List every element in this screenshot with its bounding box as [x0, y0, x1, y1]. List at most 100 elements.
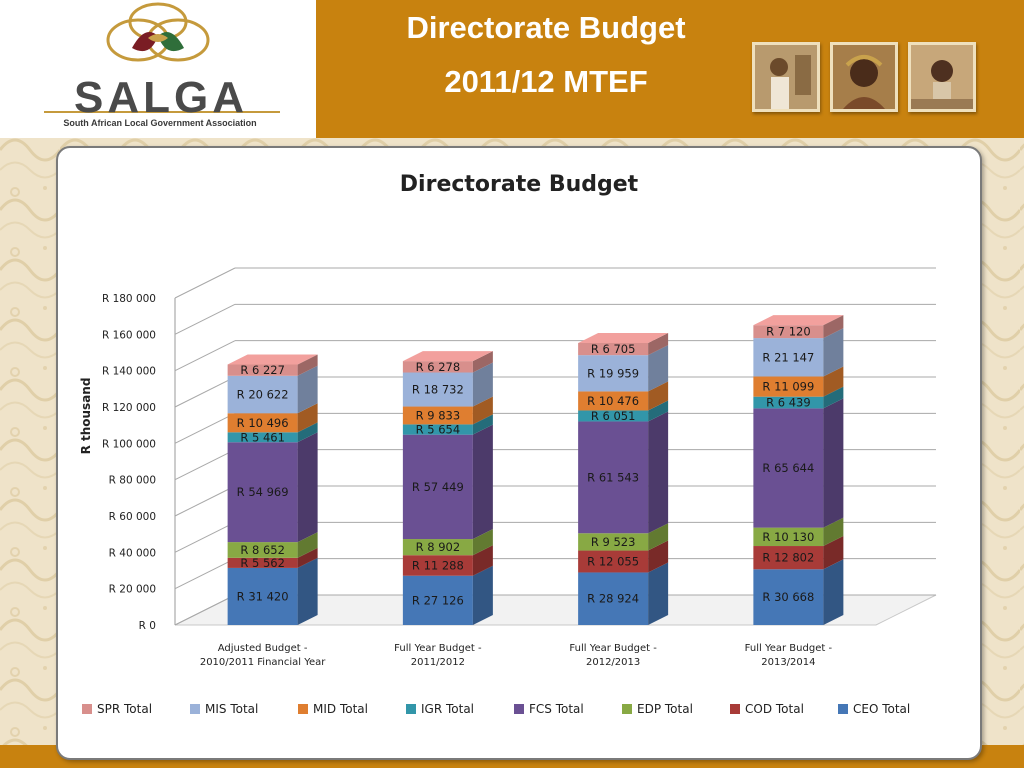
bar-segment [753, 569, 824, 625]
y-axis-label: R thousand [79, 378, 93, 455]
bar-segment-side [823, 398, 844, 528]
logo-subtitle: South African Local Government Associati… [63, 118, 257, 128]
legend-swatch [406, 704, 416, 714]
y-tick-label: R 120 000 [102, 402, 156, 414]
x-tick-label: Full Year Budget -2012/2013 [569, 643, 657, 668]
legend-label: EDP Total [637, 702, 693, 716]
gridline-diag [174, 594, 236, 626]
gridline-diag [174, 485, 236, 517]
title-banner: Directorate Budget 2011/12 MTEF [316, 0, 1024, 138]
photo-1 [752, 42, 820, 112]
photo-3 [908, 42, 976, 112]
data-label: R 8 902 [416, 540, 461, 554]
data-label: R 9 833 [416, 408, 461, 422]
bar-segment [402, 424, 473, 435]
bar-segment [753, 396, 824, 409]
bar-segment [753, 546, 824, 570]
data-label: R 6 227 [240, 363, 285, 377]
bar-segment-side [648, 332, 669, 356]
data-label: R 6 051 [591, 409, 636, 423]
data-label: R 21 147 [762, 350, 814, 364]
legend-swatch [622, 704, 632, 714]
bar-segment-side [297, 532, 318, 558]
data-label: R 6 705 [591, 342, 636, 356]
bar-segment-side [297, 432, 318, 543]
bar-segment-side [648, 381, 669, 411]
y-tick-label: R 0 [139, 620, 156, 632]
bar-segment-top [578, 332, 669, 343]
data-label: R 11 099 [762, 380, 814, 394]
bar-segment-side [297, 557, 318, 625]
bar-segment-side [648, 400, 669, 422]
bar-segment [578, 342, 649, 356]
data-label: R 10 496 [237, 416, 289, 430]
bar-segment [753, 376, 824, 397]
y-tick-label: R 160 000 [102, 329, 156, 341]
data-label: R 10 476 [587, 394, 639, 408]
bar-segment-side [472, 351, 493, 373]
bar-segment-side [823, 366, 844, 397]
bar-segment [578, 391, 649, 411]
data-label: R 27 126 [412, 593, 464, 607]
data-label: R 7 120 [766, 325, 811, 339]
bar-segment-side [648, 562, 669, 625]
data-label: R 5 654 [416, 423, 461, 437]
bar-segment [578, 355, 649, 392]
bar-segment-side [472, 545, 493, 576]
data-label: R 9 523 [591, 535, 636, 549]
y-tick-label: R 100 000 [102, 438, 156, 450]
data-label: R 20 622 [237, 388, 289, 402]
x-tick-label: Full Year Budget -2013/2014 [745, 643, 833, 668]
bar-segment-top [402, 351, 493, 362]
bar-segment-side [823, 517, 844, 547]
bar-segment-side [297, 354, 318, 376]
page-subtitle: 2011/12 MTEF [444, 64, 648, 99]
bar-segment-side [823, 559, 844, 625]
legend-swatch [730, 704, 740, 714]
y-tick-label: R 20 000 [109, 584, 156, 596]
bar-segment-side [472, 565, 493, 625]
y-tick-label: R 180 000 [102, 293, 156, 305]
bar-segment-side [297, 403, 318, 433]
bar-segment [227, 432, 298, 443]
bar-segment [227, 413, 298, 433]
data-label: R 28 924 [587, 592, 639, 606]
bar-segment [578, 410, 649, 422]
data-label: R 6 439 [766, 396, 811, 410]
bar-segment-side [297, 422, 318, 443]
bar-segment [578, 572, 649, 625]
bar-segment [753, 325, 824, 339]
bar-segment [227, 364, 298, 376]
salga-logo: SALGA South African Local Government Ass… [0, 0, 316, 138]
bar-segment [402, 575, 473, 625]
bar-segment-side [297, 547, 318, 568]
y-tick-label: R 80 000 [109, 475, 156, 487]
bar-segment-side [648, 411, 669, 534]
bar-segment-side [823, 328, 844, 377]
bar-segment-side [823, 536, 844, 570]
data-label: R 11 288 [412, 558, 464, 572]
x-tick-label: Full Year Budget -2011/2012 [394, 643, 482, 668]
data-label: R 61 543 [587, 470, 639, 484]
bar-segment-side [648, 540, 669, 573]
data-label: R 18 732 [412, 383, 464, 397]
bar-segment-side [472, 362, 493, 407]
data-label: R 19 959 [587, 366, 639, 380]
bar-segment-side [472, 414, 493, 435]
bar-segment-side [472, 424, 493, 540]
y-tick-label: R 40 000 [109, 547, 156, 559]
data-label: R 10 130 [762, 530, 814, 544]
bar-segment [753, 527, 824, 547]
bar-segment-top [227, 354, 318, 365]
data-label: R 57 449 [412, 480, 464, 494]
gridline-diag [174, 376, 236, 408]
bar-segment [227, 567, 298, 625]
bar-segment [578, 533, 649, 551]
legend-swatch [838, 704, 848, 714]
bar-segment-side [648, 523, 669, 551]
legend-swatch [298, 704, 308, 714]
bar-segment-side [648, 345, 669, 392]
photo-2 [830, 42, 898, 112]
data-label: R 5 562 [240, 556, 285, 570]
bar-segment-side [297, 365, 318, 414]
